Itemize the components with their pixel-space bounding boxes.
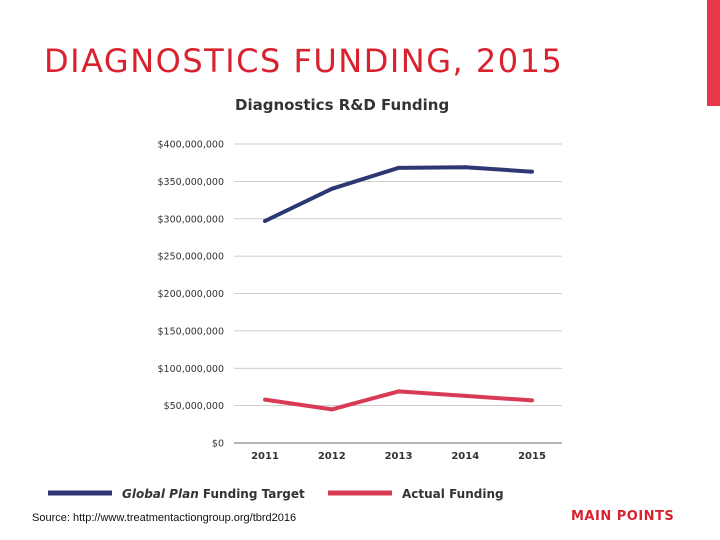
x-tick-label: 2011 (251, 451, 279, 462)
x-tick-label: 2013 (385, 451, 413, 462)
legend-label-target-suffix: Funding Target (199, 487, 305, 501)
data-point (530, 169, 534, 174)
y-tick-label: $400,000,000 (158, 140, 224, 151)
data-point (463, 393, 468, 398)
data-point (396, 389, 401, 394)
chart-title: Diagnostics R&D Funding (235, 96, 450, 114)
legend-label-target-prefix: Global Plan (122, 487, 199, 501)
legend-label-actual: Actual Funding (402, 487, 504, 501)
slide-title: DIAGNOSTICS FUNDING, 2015 (44, 42, 564, 80)
x-axis-ticks: 2011 2012 2013 2014 2015 (251, 451, 546, 462)
legend: Global Plan Funding Target Actual Fundin… (48, 487, 504, 501)
y-tick-label: $200,000,000 (158, 289, 224, 300)
y-tick-label: $350,000,000 (158, 177, 224, 188)
data-point (329, 186, 334, 191)
series-line-target (264, 165, 533, 223)
x-tick-label: 2015 (518, 451, 546, 462)
data-point (263, 397, 267, 402)
y-tick-label: $300,000,000 (158, 214, 224, 225)
y-axis-ticks: $0 $50,000,000 $100,000,000 $150,000,000 $20… (158, 140, 224, 450)
y-tick-label: $50,000,000 (164, 401, 224, 412)
grid-lines (234, 143, 562, 444)
y-tick-label: $100,000,000 (158, 364, 224, 375)
data-point (263, 218, 267, 223)
y-tick-label: $0 (212, 439, 224, 450)
source-citation: Source: http://www.treatmentactiongroup.… (32, 512, 297, 524)
series-line-actual (264, 389, 533, 412)
data-point (329, 407, 334, 412)
data-point (530, 398, 534, 403)
accent-bar (707, 0, 720, 106)
y-tick-label: $250,000,000 (158, 252, 224, 263)
main-points-link[interactable]: MAIN POINTS (571, 509, 675, 524)
x-tick-label: 2014 (451, 451, 479, 462)
legend-label-target: Global Plan Funding Target (122, 487, 305, 501)
y-tick-label: $150,000,000 (158, 326, 224, 337)
x-tick-label: 2012 (318, 451, 346, 462)
data-point (396, 165, 401, 170)
series-lines (263, 165, 534, 412)
data-point (463, 165, 468, 170)
